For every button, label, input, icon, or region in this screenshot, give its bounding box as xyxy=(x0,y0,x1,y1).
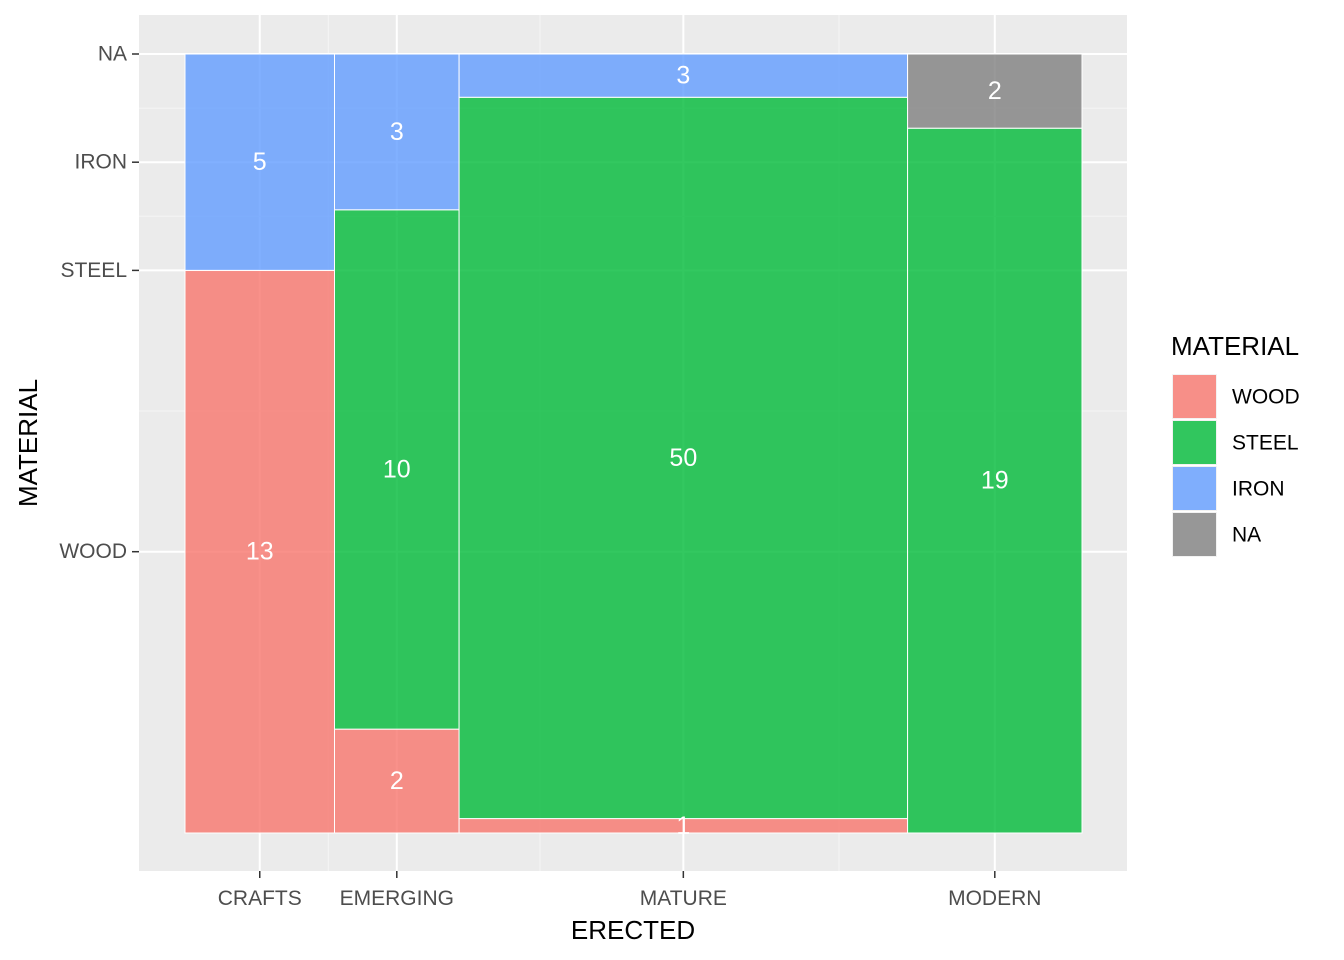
legend-swatch-na xyxy=(1173,513,1216,556)
count-label-crafts-wood: 13 xyxy=(246,538,274,566)
tile-emerging-wood xyxy=(334,728,460,834)
tile-modern-steel xyxy=(907,127,1083,834)
mosaic-tiles xyxy=(184,53,1083,834)
legend-swatch-wood xyxy=(1173,375,1216,418)
x-axis-title: ERECTED xyxy=(571,915,695,945)
legend-label-na: NA xyxy=(1232,524,1261,547)
y-axis-title: MATERIAL xyxy=(13,379,43,507)
tile-modern-na xyxy=(907,53,1083,129)
x-axis: CRAFTS EMERGING MATURE MODERN xyxy=(218,871,1041,910)
legend-label-iron: IRON xyxy=(1232,478,1285,501)
x-tick-label: MODERN xyxy=(948,887,1041,910)
x-tick-label: MATURE xyxy=(640,887,727,910)
count-label-mature-steel: 50 xyxy=(669,444,697,472)
legend-entries: WOOD STEEL IRON NA xyxy=(1172,374,1300,557)
legend-label-wood: WOOD xyxy=(1232,386,1300,409)
tile-crafts-iron xyxy=(184,53,335,271)
count-label-modern-steel: 19 xyxy=(981,467,1009,495)
y-axis: WOOD STEEL IRON NA xyxy=(59,43,139,563)
count-label-emerging-steel: 10 xyxy=(383,455,411,483)
legend-label-steel: STEEL xyxy=(1232,432,1299,455)
tile-mature-steel xyxy=(458,96,909,820)
legend-title: MATERIAL xyxy=(1171,331,1299,361)
legend: MATERIAL WOOD STEEL IRON NA xyxy=(1171,331,1300,557)
legend-swatch-steel xyxy=(1173,421,1216,464)
y-tick-label: IRON xyxy=(75,151,128,174)
y-tick-label: NA xyxy=(98,43,127,66)
tile-emerging-steel xyxy=(334,209,460,730)
count-label-emerging-wood: 2 xyxy=(390,767,404,795)
y-tick-label: WOOD xyxy=(59,540,127,563)
x-tick-label: CRAFTS xyxy=(218,887,302,910)
count-label-emerging-iron: 3 xyxy=(390,118,404,146)
y-tick-label: STEEL xyxy=(60,259,127,282)
legend-swatch-iron xyxy=(1173,467,1216,510)
count-label-mature-wood: 1 xyxy=(676,812,690,840)
count-label-mature-iron: 3 xyxy=(676,62,690,90)
tile-crafts-wood xyxy=(184,269,335,834)
count-labels: 13 5 2 10 3 1 50 3 19 2 xyxy=(246,62,1009,840)
count-label-crafts-iron: 5 xyxy=(253,148,267,176)
count-label-modern-na: 2 xyxy=(988,77,1002,105)
x-tick-label: EMERGING xyxy=(340,887,454,910)
